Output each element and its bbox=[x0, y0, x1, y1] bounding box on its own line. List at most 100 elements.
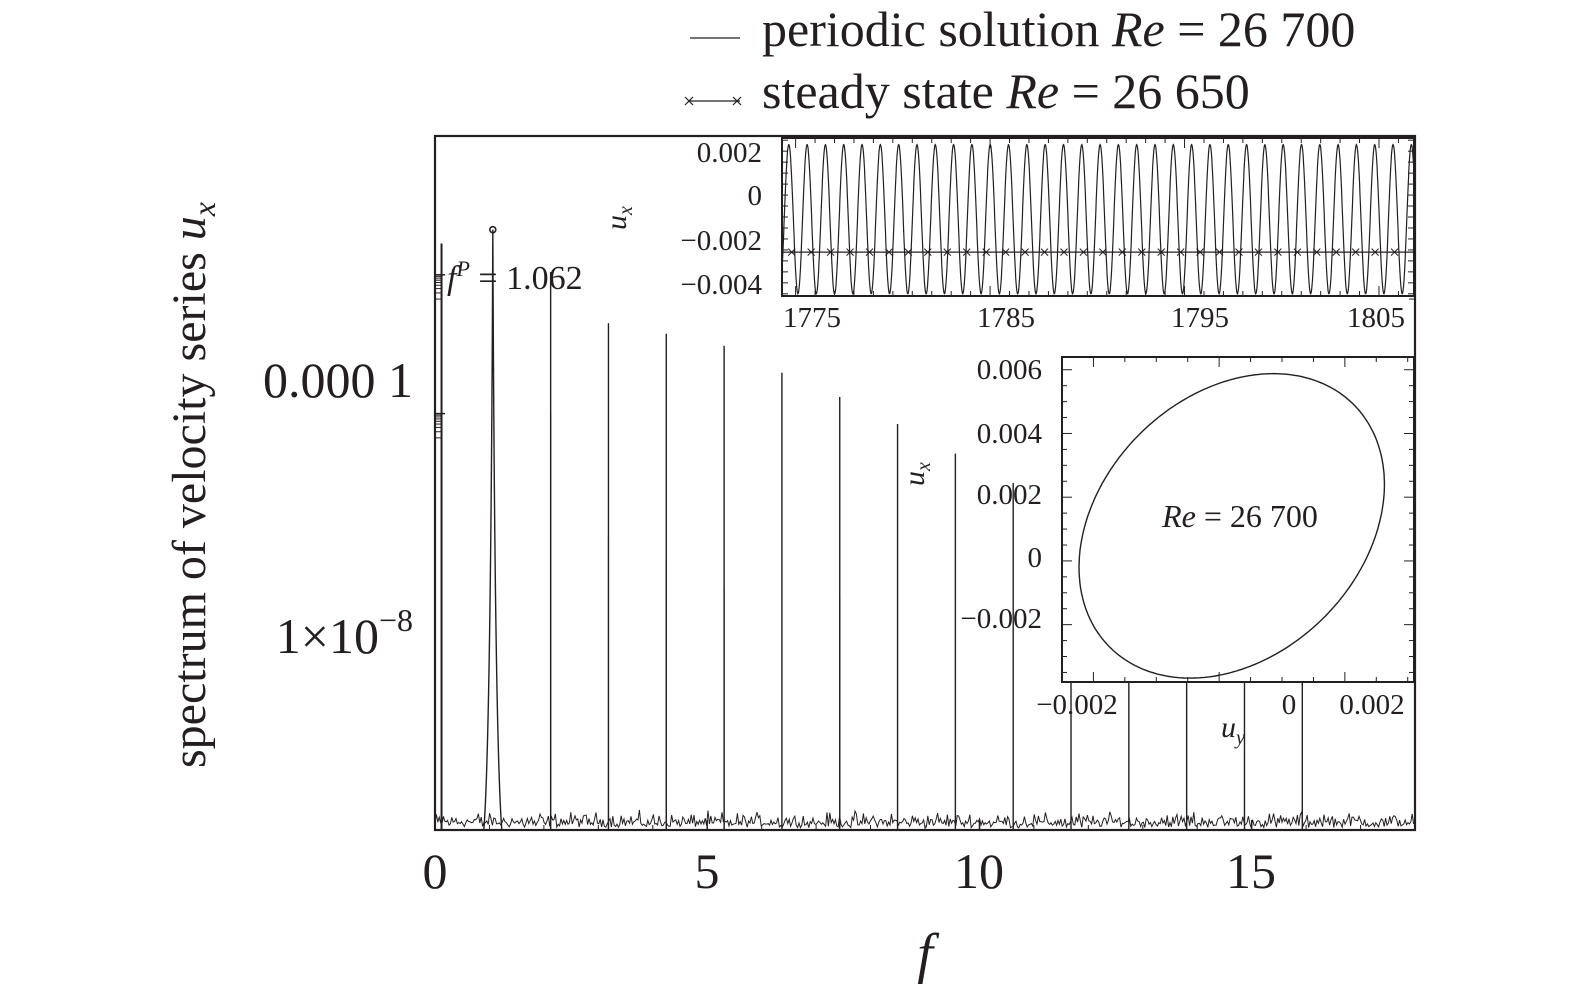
steady-state-marker bbox=[885, 248, 893, 256]
inset-time-series-y-axis-symbol: u bbox=[600, 215, 633, 230]
inset-phase-portrait-x-tick-labels: −0.002 0 0.002 bbox=[1036, 689, 1404, 721]
main-x-tick-label: 0 bbox=[423, 843, 448, 899]
inset-time-series-x-tick-label: 1775 bbox=[783, 302, 841, 334]
steady-state-marker bbox=[1060, 248, 1068, 256]
inset-phase-portrait-x-axis-label: uy bbox=[1221, 711, 1245, 749]
legend-label-periodic-re: Re bbox=[1111, 1, 1165, 57]
steady-state-marker bbox=[904, 248, 913, 256]
spectrum-peak bbox=[483, 229, 503, 831]
main-y-axis-label-subscript: x bbox=[186, 202, 222, 217]
steady-state-marker bbox=[1099, 248, 1107, 256]
steady-state-marker bbox=[1040, 248, 1049, 256]
inset-time-series-frame bbox=[781, 137, 1415, 297]
inset-phase-portrait-annotation: Re = 26 700 bbox=[1161, 498, 1318, 534]
inset-phase-portrait-frame bbox=[1061, 356, 1415, 683]
inset-phase-portrait-annotation-value: = 26 700 bbox=[1196, 498, 1318, 534]
steady-state-marker bbox=[1293, 248, 1302, 256]
steady-state-marker bbox=[1351, 248, 1360, 256]
main-y-tick-label: 1×10−8 bbox=[276, 602, 413, 664]
inset-phase-portrait-y-axis-label: ux bbox=[898, 462, 935, 486]
inset-time-series-x-tick-labels: 1775 1785 1795 1805 bbox=[783, 302, 1405, 334]
steady-state-marker bbox=[1021, 248, 1029, 256]
steady-state-marker bbox=[787, 248, 796, 256]
steady-state-marker bbox=[1254, 248, 1263, 256]
inset-phase-portrait-y-axis-symbol: u bbox=[898, 471, 931, 486]
legend-label-steady-value: = 26 650 bbox=[1059, 63, 1250, 119]
steady-state-marker bbox=[982, 248, 991, 256]
main-x-axis-label: f bbox=[917, 923, 940, 985]
main-y-tick-labels: 0.000 1 1×10−8 bbox=[263, 352, 413, 664]
main-y-axis-label: spectrum of velocity series ux bbox=[163, 202, 222, 768]
inset-phase-portrait: 0.006 0.004 0.002 0 −0.002 −0.002 0 0.00… bbox=[898, 354, 1415, 749]
legend-label-steady-text: steady state bbox=[762, 63, 1006, 119]
steady-state-marker bbox=[1176, 248, 1185, 256]
main-y-axis-label-text: spectrum of velocity series bbox=[163, 240, 216, 768]
inset-phase-portrait-y-tick-label: −0.002 bbox=[960, 603, 1042, 635]
main-y-tick-label-exponent: −8 bbox=[379, 602, 413, 638]
inset-time-series-y-tick-label: −0.004 bbox=[680, 269, 762, 301]
peak-annotation-value: = 1.062 bbox=[470, 260, 583, 297]
steady-state-marker bbox=[943, 248, 952, 256]
steady-state-marker bbox=[1235, 248, 1243, 256]
steady-state-marker bbox=[962, 248, 971, 256]
steady-state-marker bbox=[1196, 248, 1204, 256]
inset-phase-portrait-x-tick-label: −0.002 bbox=[1036, 689, 1118, 721]
legend-marker-steady bbox=[684, 96, 742, 106]
peak-marker bbox=[489, 225, 497, 234]
legend-label-periodic-text: periodic solution bbox=[762, 1, 1112, 57]
inset-time-series-y-axis-label: ux bbox=[600, 206, 637, 230]
inset-time-series-y-tick-labels: 0.002 0 −0.002 −0.004 bbox=[680, 137, 762, 301]
steady-state-marker bbox=[1312, 248, 1321, 256]
inset-time-series-y-tick-label: 0 bbox=[748, 180, 763, 212]
legend-label-periodic-value: = 26 700 bbox=[1165, 1, 1356, 57]
steady-state-marker bbox=[1371, 248, 1379, 256]
steady-state-marker bbox=[1274, 248, 1282, 256]
inset-time-series-y-tick-label: −0.002 bbox=[680, 225, 762, 257]
steady-state-marker bbox=[1390, 248, 1399, 256]
inset-phase-portrait-y-tick-label: 0.004 bbox=[977, 418, 1043, 450]
steady-state-marker bbox=[1079, 248, 1088, 256]
legend-label-steady: steady state Re = 26 650 bbox=[762, 63, 1250, 119]
main-plot: fP = 1.062 0 5 10 15 0.000 1 1×10−8 f sp… bbox=[163, 134, 1417, 985]
peak-annotation: fP = 1.062 bbox=[447, 256, 583, 297]
main-x-tick-label: 5 bbox=[695, 843, 720, 899]
main-y-tick-label-mantissa: 1×10 bbox=[276, 608, 379, 664]
inset-phase-portrait-background bbox=[1062, 357, 1414, 682]
inset-time-series-y-tick-label: 0.002 bbox=[697, 137, 762, 169]
legend-label-steady-re: Re bbox=[1005, 63, 1059, 119]
steady-state-marker bbox=[846, 248, 854, 256]
spectrum-peaks bbox=[483, 229, 1304, 831]
inset-time-series-x-tick-label: 1805 bbox=[1347, 302, 1405, 334]
steady-state-marker bbox=[865, 248, 874, 256]
main-y-axis-label-symbol: u bbox=[163, 216, 216, 240]
peak-annotation-superscript: P bbox=[455, 256, 469, 281]
inset-phase-portrait-x-axis-symbol: u bbox=[1221, 711, 1236, 744]
main-x-tick-label: 10 bbox=[954, 843, 1004, 899]
steady-state-marker bbox=[1137, 248, 1146, 256]
inset-phase-portrait-y-tick-label: 0.002 bbox=[977, 479, 1042, 511]
inset-time-series-periodic-line bbox=[781, 143, 1415, 296]
inset-phase-portrait-y-tick-label: 0 bbox=[1028, 542, 1043, 574]
steady-state-marker bbox=[1001, 248, 1010, 256]
main-y-tick-label: 0.000 1 bbox=[263, 352, 413, 408]
legend: periodic solution Re = 26 700 steady sta… bbox=[684, 1, 1356, 119]
main-x-tick-label: 15 bbox=[1226, 843, 1276, 899]
steady-state-marker bbox=[826, 248, 835, 256]
inset-phase-portrait-x-axis-subscript: y bbox=[1234, 727, 1245, 749]
steady-state-marker bbox=[1157, 248, 1166, 256]
main-x-tick-labels: 0 5 10 15 bbox=[423, 843, 1277, 899]
inset-phase-portrait-x-tick-label: 0.002 bbox=[1339, 689, 1404, 721]
inset-time-series-steady-markers bbox=[787, 248, 1399, 256]
inset-phase-portrait-orbit bbox=[1078, 372, 1386, 679]
steady-state-marker bbox=[923, 248, 932, 256]
spectrum-noise-floor bbox=[434, 243, 1415, 830]
inset-time-series-y-axis-subscript: x bbox=[615, 206, 637, 216]
inset-phase-portrait-y-axis-subscript: x bbox=[913, 462, 935, 472]
steady-state-marker bbox=[1118, 248, 1127, 256]
inset-time-series-x-tick-label: 1795 bbox=[1171, 302, 1229, 334]
inset-phase-portrait-y-tick-labels: 0.006 0.004 0.002 0 −0.002 bbox=[960, 354, 1042, 635]
inset-phase-portrait-x-tick-label: 0 bbox=[1282, 689, 1297, 721]
inset-phase-portrait-y-tick-label: 0.006 bbox=[977, 354, 1042, 386]
noise-floor-trace bbox=[434, 744, 1415, 830]
steady-state-marker bbox=[807, 248, 816, 256]
